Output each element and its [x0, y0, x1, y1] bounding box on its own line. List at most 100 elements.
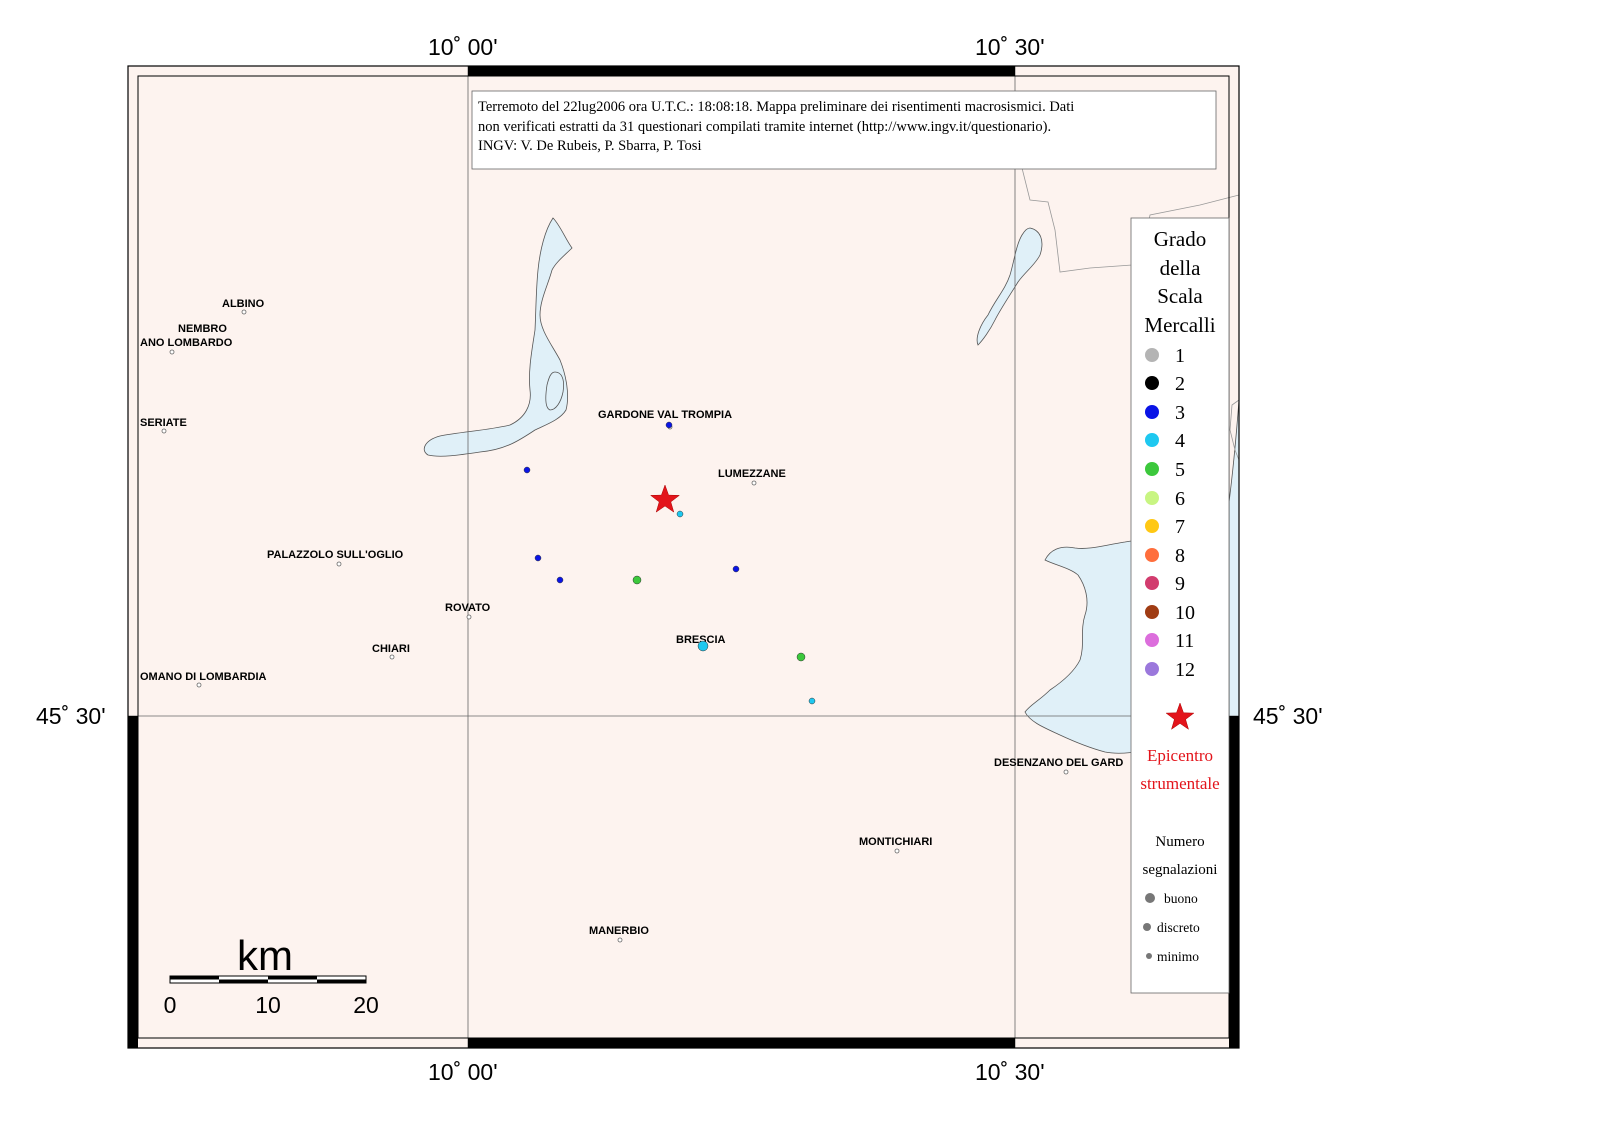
legend-grade-dot — [1145, 605, 1159, 619]
town-label: ALBINO — [222, 298, 265, 310]
info-line-3: INGV: V. De Rubeis, P. Sbarra, P. Tosi — [478, 138, 701, 154]
legend-grade-item: 10 — [1145, 602, 1195, 624]
scale-unit: km — [237, 932, 293, 979]
legend-grade-dot — [1145, 662, 1159, 676]
info-line-2: non verificati estratti da 31 questionar… — [478, 119, 1051, 135]
legend-grade-item: 6 — [1145, 488, 1185, 510]
town-label: BRESCIA — [676, 634, 726, 646]
scale-tick: 20 — [353, 992, 379, 1018]
border-line — [1021, 167, 1240, 273]
epicenter-star-icon — [649, 484, 681, 513]
town-chiari: CHIARI — [372, 643, 410, 660]
legend-grade-item: 12 — [1145, 659, 1195, 681]
town-label: LUMEZZANE — [718, 468, 786, 480]
legend-grade-item: 1 — [1145, 345, 1185, 367]
legend-grade-dot — [1145, 548, 1159, 562]
legend-grade-dot — [1145, 633, 1159, 647]
legend-grade-dot — [1145, 462, 1159, 476]
legend-grade-dot — [1145, 433, 1159, 447]
legend-grade-dot — [1145, 491, 1159, 505]
legend-grade-dot — [1145, 348, 1159, 362]
legend-count-title: Numero — [1155, 834, 1204, 850]
legend-grade-label: 8 — [1175, 545, 1185, 567]
legend-grade-item: 9 — [1145, 573, 1185, 595]
legend-grade-item: 2 — [1145, 373, 1185, 395]
lon-label-bottom-right: 10˚ 30' — [975, 1059, 1045, 1085]
frame-band — [468, 66, 1015, 76]
legend-grade-label: 7 — [1175, 516, 1185, 538]
town-albino: ALBINO — [222, 298, 265, 315]
town-seriate: SERIATE — [140, 417, 187, 434]
legend-grade-dot — [1145, 576, 1159, 590]
legend-grade-label: 4 — [1175, 430, 1185, 452]
legend-grade-item: 7 — [1145, 516, 1185, 538]
frame-band — [128, 716, 138, 1048]
observations-layer — [523, 421, 816, 705]
legend-title-line: Scala — [1157, 284, 1203, 308]
legend-grade-label: 5 — [1175, 459, 1185, 481]
legend-grade-dot — [1145, 376, 1159, 390]
observation-marker — [732, 565, 740, 573]
legend-count-label: minimo — [1157, 949, 1199, 964]
town-romano: OMANO DI LOMBARDIA — [140, 671, 267, 688]
legend-grade-label: 2 — [1175, 373, 1185, 395]
observation-marker — [697, 640, 709, 652]
scale-bar: km 0 10 20 — [164, 932, 379, 1018]
legend-epicenter-star-icon — [1165, 702, 1195, 730]
town-label: DESENZANO DEL GARD — [994, 757, 1123, 769]
lon-label-top-left: 10˚ 00' — [428, 34, 498, 60]
info-line-1: Terremoto del 22lug2006 ora U.T.C.: 18:0… — [478, 99, 1074, 115]
observation-marker — [632, 575, 642, 585]
legend-count-label: buono — [1164, 891, 1198, 906]
legend-count-dot — [1143, 923, 1151, 931]
legend-grade-item: 3 — [1145, 402, 1185, 424]
town-alzano: ANO LOMBARDO — [140, 337, 233, 355]
legend-box — [1130, 217, 1230, 994]
lake-idro — [976, 227, 1043, 346]
legend-count-title: segnalazioni — [1143, 862, 1218, 878]
legend-grade-label: 1 — [1175, 345, 1185, 367]
legend-count-dot — [1145, 893, 1155, 903]
town-label: PALAZZOLO SULL'OGLIO — [267, 549, 404, 561]
legend-grade-item: 11 — [1145, 630, 1194, 652]
legend-grade-label: 12 — [1175, 659, 1195, 681]
legend-title-line: Mercalli — [1144, 313, 1215, 337]
town-lumezzane: LUMEZZANE — [718, 468, 786, 486]
legend: Grado della Scala Mercalli 1 2 3 4 5 6 7… — [1130, 217, 1230, 994]
lat-label-left: 45˚ 30' — [36, 703, 106, 729]
lat-label-right: 45˚ 30' — [1253, 703, 1323, 729]
town-nembro: NEMBRO — [178, 323, 227, 335]
legend-grade-item: 8 — [1145, 545, 1185, 567]
town-label: ANO LOMBARDO — [140, 337, 233, 349]
observation-marker — [808, 697, 816, 705]
town-montichiari: MONTICHIARI — [859, 836, 932, 854]
legend-epicenter-label: Epicentro — [1147, 746, 1213, 765]
town-manerbio: MANERBIO — [589, 925, 649, 943]
legend-grade-label: 9 — [1175, 573, 1185, 595]
legend-grade-dot — [1145, 405, 1159, 419]
legend-grade-item: 4 — [1145, 430, 1185, 452]
legend-title-line: della — [1160, 256, 1201, 280]
legend-grade-label: 10 — [1175, 602, 1195, 624]
lake-iseo — [423, 217, 573, 457]
legend-grade-item: 5 — [1145, 459, 1185, 481]
observation-marker — [796, 652, 806, 662]
frame-band — [1229, 716, 1239, 1048]
legend-grade-dot — [1145, 519, 1159, 533]
legend-title-line: Grado — [1154, 227, 1206, 251]
town-label: ROVATO — [445, 602, 491, 614]
town-label: NEMBRO — [178, 323, 227, 335]
town-palazzolo: PALAZZOLO SULL'OGLIO — [267, 549, 404, 567]
observation-marker — [676, 510, 684, 518]
legend-grade-label: 11 — [1175, 630, 1194, 652]
town-desenzano: DESENZANO DEL GARD — [994, 757, 1123, 775]
legend-count-label: discreto — [1157, 920, 1200, 935]
observation-marker — [523, 466, 531, 474]
border-line — [1229, 399, 1240, 461]
observation-marker — [556, 576, 564, 584]
legend-grade-label: 6 — [1175, 488, 1185, 510]
town-rovato: ROVATO — [445, 602, 491, 620]
town-label: SERIATE — [140, 417, 187, 429]
legend-count-dot — [1146, 953, 1152, 959]
info-box — [471, 90, 1217, 170]
